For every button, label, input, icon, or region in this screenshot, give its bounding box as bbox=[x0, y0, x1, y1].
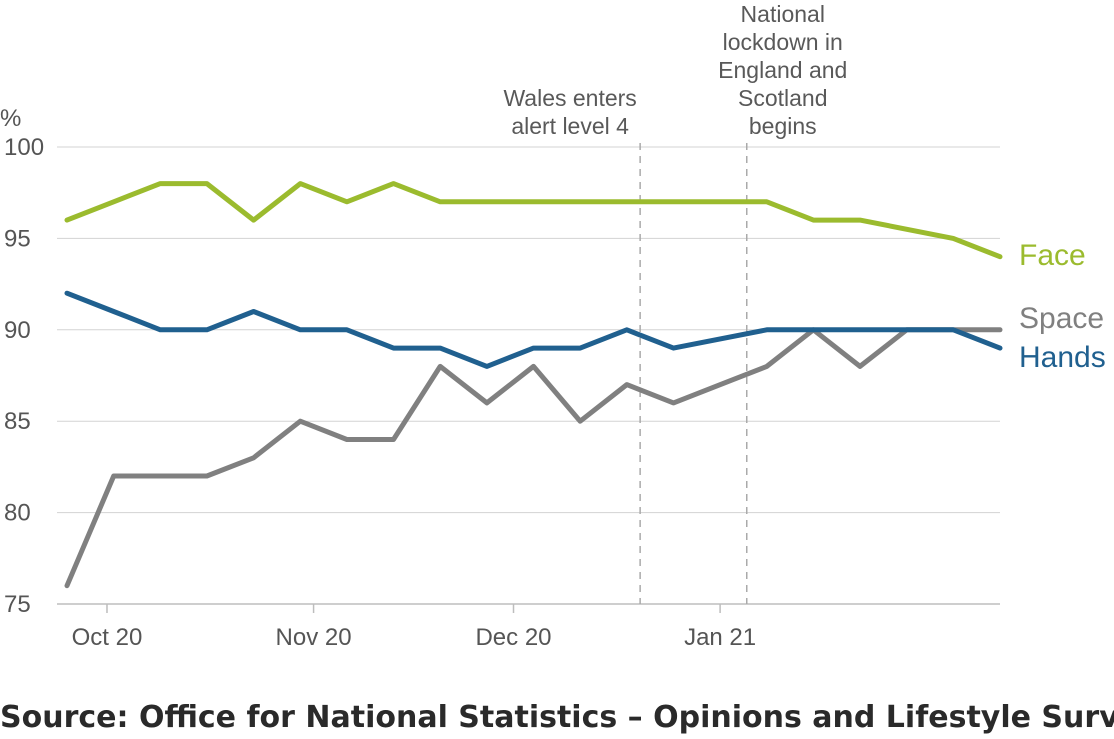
line-chart: 75 80 85 90 95 100 % Oct 20 Nov 20 Dec 20 Jan 21… bbox=[0, 1, 1106, 651]
annotation-text: England and bbox=[718, 57, 847, 83]
series-line-hands bbox=[64, 290, 1003, 369]
series-label-face: Face bbox=[1019, 239, 1086, 272]
y-tick-label: 80 bbox=[4, 500, 31, 527]
y-tick-label: 100 bbox=[4, 134, 44, 161]
series-line-space bbox=[64, 327, 1003, 589]
annotation-text: alert level 4 bbox=[511, 113, 629, 139]
x-tick-label: Nov 20 bbox=[276, 624, 352, 651]
annotation-text: National bbox=[741, 1, 825, 27]
y-tick-label: 95 bbox=[4, 225, 31, 252]
annotation-text: begins bbox=[749, 113, 817, 139]
y-tick-label: 85 bbox=[4, 408, 31, 435]
source-note: Source: Office for National Statistics –… bbox=[0, 700, 1114, 735]
series-label-space: Space bbox=[1019, 302, 1104, 335]
annotation-text: lockdown in bbox=[723, 29, 843, 55]
y-axis-tick-labels: 75 80 85 90 95 100 bbox=[4, 134, 44, 618]
series-labels: Face Space Hands bbox=[1019, 239, 1106, 374]
x-axis: Oct 20 Nov 20 Dec 20 Jan 21 bbox=[72, 604, 756, 651]
series-lines bbox=[64, 181, 1003, 589]
x-tick-label: Dec 20 bbox=[475, 624, 551, 651]
x-tick-label: Jan 21 bbox=[684, 624, 756, 651]
series-line-face bbox=[64, 181, 1003, 260]
annotation-text: Wales enters bbox=[503, 85, 636, 111]
gridlines bbox=[57, 146, 1000, 605]
annotation-text: Scotland bbox=[738, 85, 828, 111]
series-label-hands: Hands bbox=[1019, 341, 1106, 374]
y-axis-unit-label: % bbox=[0, 105, 21, 132]
x-tick-label: Oct 20 bbox=[72, 624, 143, 651]
y-tick-label: 90 bbox=[4, 317, 31, 344]
y-tick-label: 75 bbox=[4, 591, 31, 618]
